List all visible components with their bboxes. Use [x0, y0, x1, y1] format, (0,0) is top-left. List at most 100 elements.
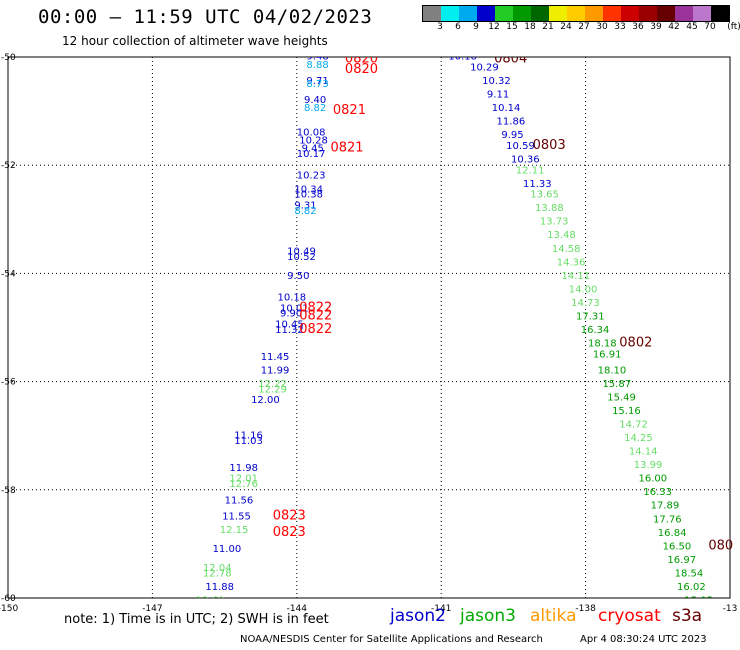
colorbar-swatch — [603, 6, 621, 21]
colorbar-swatch — [423, 6, 441, 21]
wave-height-label: 12.01 — [229, 474, 258, 485]
wave-height-label: 16.97 — [667, 555, 696, 566]
wave-height-label: 17.76 — [653, 514, 682, 525]
wave-height-label: 14.73 — [571, 298, 600, 309]
wave-height-label: 11.56 — [225, 495, 254, 506]
colorbar-label: 42 — [668, 22, 680, 32]
wave-height-label: 14.14 — [629, 447, 658, 458]
pass-time-label: 0822 — [299, 322, 332, 337]
colorbar-swatch — [711, 6, 729, 21]
pass-time-label: 0821 — [333, 103, 366, 118]
satellite-legend-jason2: jason2 — [390, 606, 446, 626]
x-tick-label: -150 — [0, 604, 18, 614]
wave-height-label: 16.33 — [643, 487, 672, 498]
colorbar-label: 18 — [524, 22, 536, 32]
wave-height-label: 15.49 — [607, 393, 636, 404]
satellite-legend-cryosat: cryosat — [598, 606, 661, 626]
colorbar-swatch — [549, 6, 567, 21]
colorbar-swatch — [441, 6, 459, 21]
colorbar-swatch — [585, 6, 603, 21]
wave-height-label: 10.29 — [470, 63, 499, 74]
wave-height-label: 11.99 — [261, 365, 290, 376]
wave-height-label: 8.82 — [294, 206, 316, 217]
y-tick-label: -54 — [1, 269, 16, 279]
wave-height-label: 11.86 — [497, 117, 526, 128]
wave-height-label: 9.48 — [306, 52, 328, 63]
wave-height-label: 10.17 — [297, 149, 326, 160]
colorbar-label: 39 — [650, 22, 662, 32]
colorbar-label: 24 — [560, 22, 572, 32]
colorbar-label: 27 — [578, 22, 590, 32]
x-tick-label: -147 — [142, 604, 162, 614]
wave-height-label: 10.01 — [280, 303, 309, 314]
pass-time-label: 080 — [708, 538, 733, 553]
colorbar-label: 9 — [473, 22, 479, 32]
wave-height-label: 11.00 — [213, 544, 242, 555]
wave-height-label: 10.36 — [511, 154, 540, 165]
colorbar-swatch — [567, 6, 585, 21]
plot-frame — [7, 56, 731, 599]
y-tick-label: -60 — [1, 594, 16, 604]
colorbar-label: 70 — [704, 22, 716, 32]
wave-height-label: 10.59 — [506, 141, 535, 152]
wave-height-label: 10.34 — [294, 184, 323, 195]
y-tick-label: -52 — [1, 161, 16, 171]
x-tick-label: -144 — [287, 604, 308, 614]
footer-note: note: 1) Time is in UTC; 2) SWH is in fe… — [64, 612, 329, 627]
colorbar-swatch — [459, 6, 477, 21]
wave-height-label: 8.82 — [304, 103, 326, 114]
y-tick-label: -56 — [1, 378, 16, 388]
pass-time-label: 0822 — [299, 300, 332, 315]
wave-height-label: 12.04 — [203, 563, 232, 574]
wave-height-label: 8.73 — [306, 79, 328, 90]
colorbar-label: 30 — [596, 22, 608, 32]
wave-height-label: 16.34 — [581, 325, 610, 336]
colorbar-swatch — [531, 6, 549, 21]
wave-height-label: 18.54 — [675, 568, 704, 579]
wave-height-label: 9.31 — [294, 200, 316, 211]
wave-height-label: 14.36 — [557, 257, 586, 268]
colorbar-label: 45 — [686, 22, 698, 32]
wave-height-label: 13.88 — [535, 203, 564, 214]
x-tick-label: -141 — [431, 604, 451, 614]
wave-height-label: 10.23 — [297, 171, 326, 182]
pass-time-label: 0803 — [533, 138, 566, 153]
wave-height-label: 10.18 — [278, 292, 307, 303]
wave-height-label: 18.10 — [598, 365, 627, 376]
colorbar-swatch — [477, 6, 495, 21]
wave-height-label: 14.72 — [619, 420, 648, 431]
wave-height-label: 10.14 — [492, 103, 521, 114]
satellite-legend-s3a: s3a — [672, 606, 703, 626]
satellite-legend-jason3: jason3 — [460, 606, 516, 626]
wave-height-label: 8.88 — [306, 60, 328, 71]
colorbar-label: 15 — [506, 22, 518, 32]
chart-title: 00:00 – 11:59 UTC 04/02/2023 — [38, 6, 373, 28]
wave-height-label: 15.05 — [684, 595, 713, 606]
colorbar-swatch — [639, 6, 657, 21]
wave-height-label: 13.73 — [540, 217, 569, 228]
colorbar-label: 36 — [632, 22, 644, 32]
wave-height-label: 17.89 — [651, 501, 680, 512]
wave-height-label: 9.45 — [302, 144, 324, 155]
wave-height-label: 14.11 — [562, 271, 591, 282]
x-tick-label: -138 — [575, 604, 596, 614]
colorbar-swatch — [621, 6, 639, 21]
wave-height-label: 11.32 — [275, 325, 304, 336]
wave-height-label: 11.88 — [205, 582, 234, 593]
wave-height-label: 13.65 — [530, 190, 559, 201]
wave-height-label: 14.25 — [624, 433, 653, 444]
wave-height-label: 12.22 — [258, 379, 287, 390]
wave-height-label: 10.49 — [287, 246, 316, 257]
colorbar-labels: 3 6 9 12 15 18 21 24 27 30 33 36 39 42 45 70 (ft) — [422, 22, 740, 34]
wave-height-label: 10.38 — [294, 190, 323, 201]
wave-height-label: 15.16 — [612, 406, 641, 417]
wave-height-label: 16.02 — [677, 582, 706, 593]
colorbar-swatch — [513, 6, 531, 21]
wave-height-label: 12.29 — [258, 384, 287, 395]
wave-height-label: 9.50 — [287, 271, 309, 282]
colorbar-label: 3 — [437, 22, 443, 32]
wave-height-label: 10.08 — [297, 127, 326, 138]
wave-height-label: 16.00 — [639, 474, 668, 485]
wave-height-label: 12.11 — [516, 165, 545, 176]
